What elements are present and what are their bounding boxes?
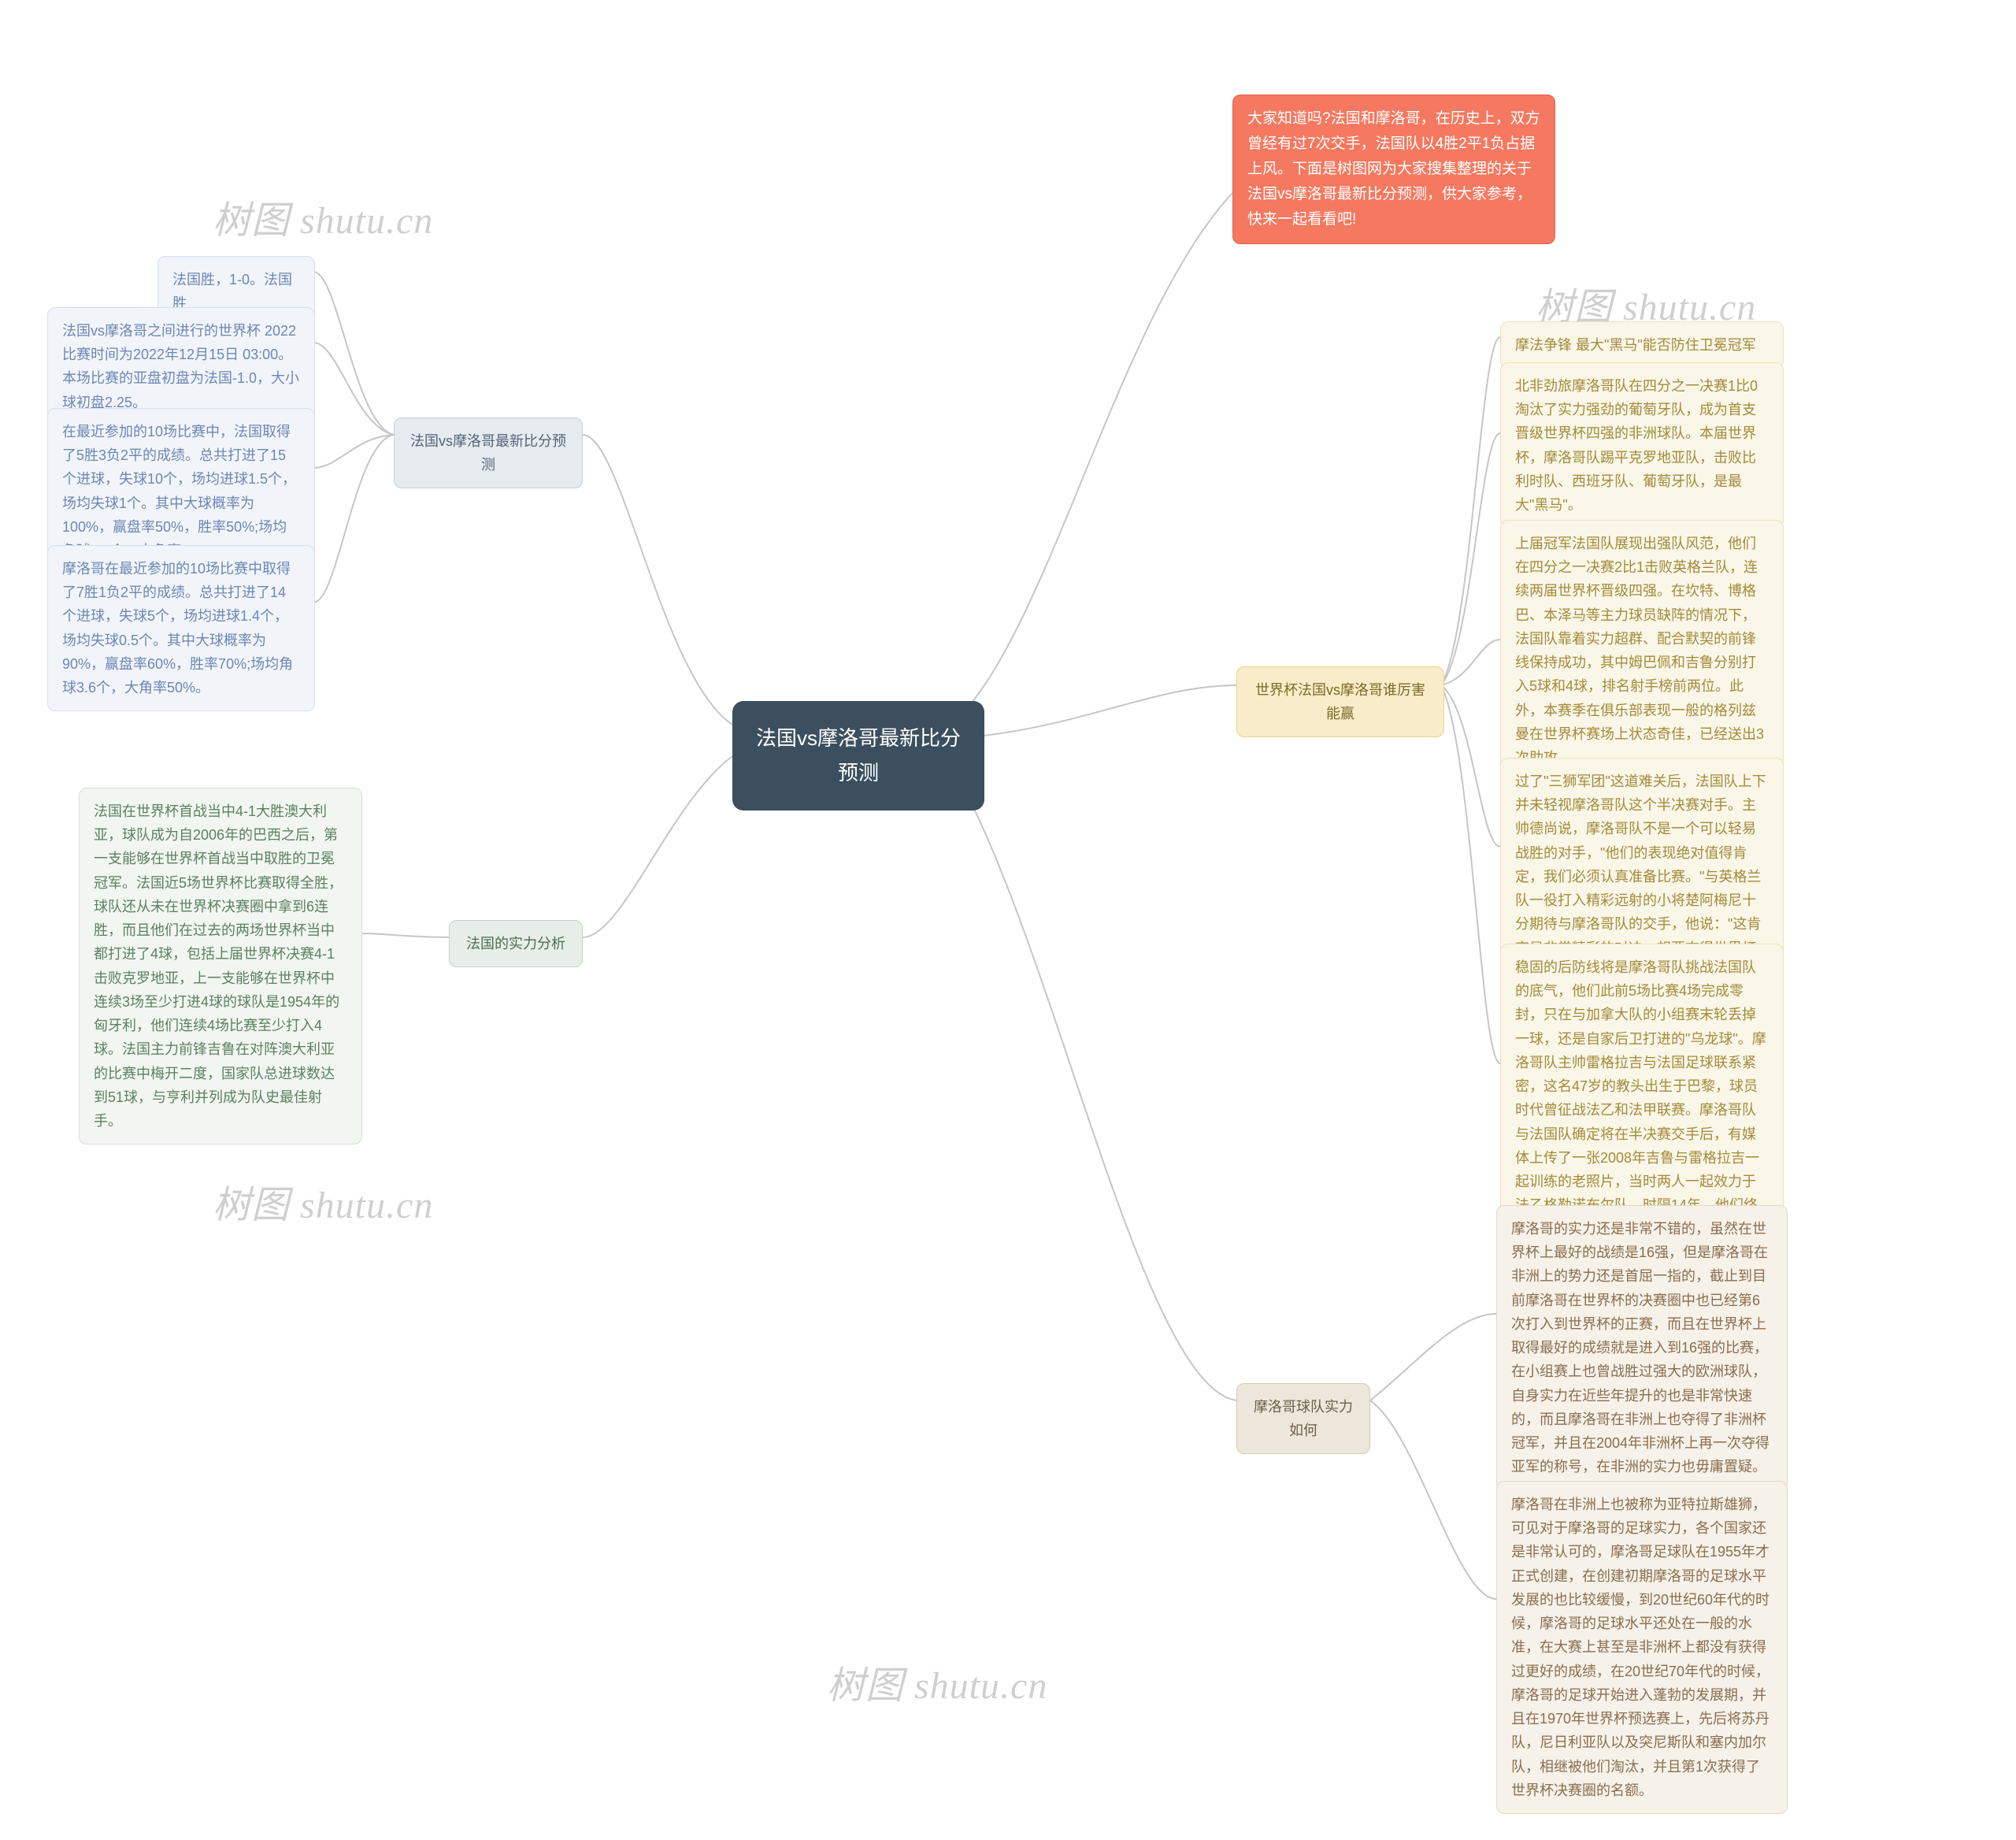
branch-b4: 摩洛哥球队实力如何 <box>1236 1383 1370 1454</box>
b4-leaf-0: 摩洛哥的实力还是非常不错的，虽然在世界杯上最好的战绩是16强，但是摩洛哥在非洲上… <box>1496 1205 1788 1491</box>
watermark: 树图 shutu.cn <box>213 1174 433 1229</box>
branch-b1: 法国vs摩洛哥最新比分预测 <box>394 417 583 488</box>
intro-node: 大家知道吗?法国和摩洛哥，在历史上，双方曾经有过7次交手，法国队以4胜2平1负占… <box>1232 95 1555 244</box>
b2-leaf-1: 北非劲旅摩洛哥队在四分之一决赛1比0淘汰了实力强劲的葡萄牙队，成为首支晋级世界杯… <box>1500 362 1784 529</box>
center-node: 法国vs摩洛哥最新比分预测 <box>732 701 984 811</box>
b2-leaf-2: 上届冠军法国队展现出强队风范，他们在四分之一决赛2比1击败英格兰队，连续两届世界… <box>1500 520 1784 781</box>
b1-leaf-3: 摩洛哥在最近参加的10场比赛中取得了7胜1负2平的成绩。总共打进了14个进球，失… <box>47 545 315 711</box>
b3-leaf-0: 法国在世界杯首战当中4-1大胜澳大利亚，球队成为自2006年的巴西之后，第一支能… <box>79 788 362 1144</box>
branch-b3: 法国的实力分析 <box>449 920 583 967</box>
branch-b2: 世界杯法国vs摩洛哥谁厉害能赢 <box>1236 666 1444 737</box>
watermark: 树图 shutu.cn <box>827 1654 1047 1709</box>
watermark: 树图 shutu.cn <box>213 189 433 244</box>
b4-leaf-1: 摩洛哥在非洲上也被称为亚特拉斯雄狮，可见对于摩洛哥的足球实力，各个国家还是非常认… <box>1496 1481 1788 1814</box>
